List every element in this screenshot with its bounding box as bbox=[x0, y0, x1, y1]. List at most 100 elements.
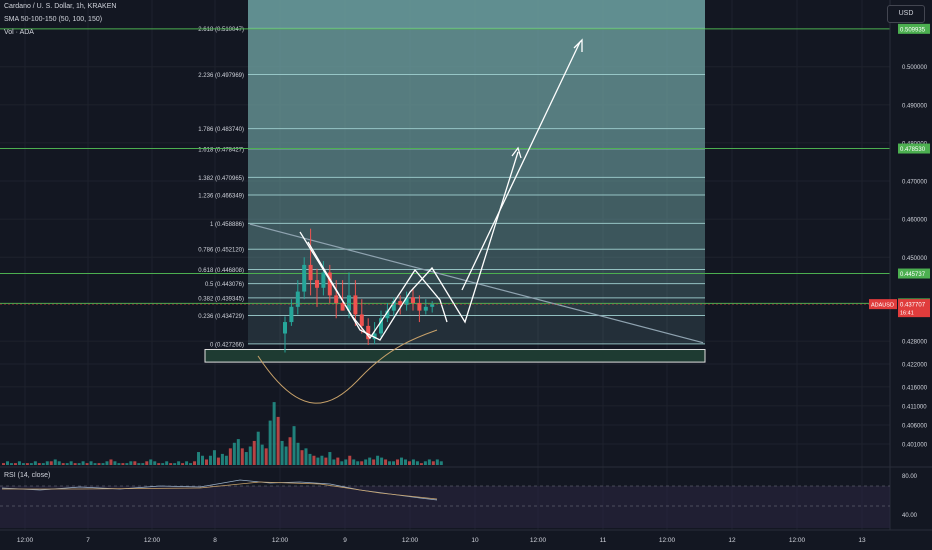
volume-bar bbox=[356, 461, 360, 465]
support-zone-box bbox=[204, 349, 706, 363]
volume-bar bbox=[33, 461, 37, 465]
candle-body bbox=[315, 280, 319, 288]
fib-zone-band bbox=[248, 194, 705, 224]
fib-level-label: 0 (0.427266) bbox=[210, 342, 244, 348]
candle-body bbox=[283, 322, 287, 334]
volume-indicator-label: Vol · ADA bbox=[4, 29, 34, 36]
volume-bar bbox=[272, 402, 276, 465]
fib-level-label: 1.236 (0.466349) bbox=[198, 193, 244, 199]
volume-bar bbox=[41, 463, 45, 465]
rsi-axis-tick-label: 80.00 bbox=[902, 474, 918, 480]
time-axis-tick-label: 10 bbox=[471, 537, 479, 544]
volume-bar bbox=[5, 461, 9, 465]
time-axis-tick-label: 12:00 bbox=[659, 537, 676, 544]
candle-body bbox=[359, 314, 364, 326]
fib-zone-band bbox=[248, 177, 705, 195]
candle-body bbox=[327, 272, 332, 296]
time-axis-tick-label: 12:00 bbox=[530, 537, 547, 544]
volume-bar bbox=[423, 461, 427, 465]
volume-bar bbox=[201, 455, 204, 465]
volume-bar bbox=[216, 457, 220, 465]
current-price-tag bbox=[898, 299, 930, 318]
time-axis-tick-label: 12:00 bbox=[402, 537, 419, 544]
volume-bar bbox=[173, 463, 177, 465]
rsi-ma-line bbox=[2, 481, 438, 500]
volume-bar bbox=[133, 461, 137, 465]
volume-bar bbox=[101, 463, 105, 465]
currency-button[interactable]: USD bbox=[887, 5, 925, 23]
volume-bar bbox=[411, 459, 415, 465]
volume-bar bbox=[181, 463, 185, 465]
volume-bar bbox=[427, 459, 431, 465]
sma-indicator-label: SMA 50-100-150 (50, 100, 150) bbox=[4, 16, 103, 23]
price-tag-label: 0.478530 bbox=[900, 147, 926, 153]
volume-bar bbox=[264, 448, 268, 465]
volume-bar bbox=[57, 461, 61, 465]
volume-bar bbox=[93, 463, 97, 465]
price-tag-label: 0.445737 bbox=[900, 272, 926, 278]
fib-level-label: 1.618 (0.478427) bbox=[198, 147, 244, 153]
projection-zigzag-b bbox=[307, 151, 519, 341]
volume-bar bbox=[308, 453, 312, 465]
rsi-axis-tick-label: 40.00 bbox=[902, 513, 918, 519]
volume-bar bbox=[240, 448, 244, 465]
volume-bar bbox=[228, 448, 232, 465]
candle-body bbox=[404, 297, 409, 305]
current-price-label: 0.437707 bbox=[900, 303, 926, 309]
volume-bar bbox=[208, 455, 212, 465]
volume-bar bbox=[407, 461, 411, 465]
volume-bar bbox=[368, 457, 372, 465]
symbol-tag bbox=[869, 299, 897, 310]
fib-level-label: 0.5 (0.443076) bbox=[205, 282, 244, 288]
volume-bar bbox=[17, 461, 21, 465]
volume-bar bbox=[276, 416, 280, 465]
time-axis-tick-label: 12:00 bbox=[17, 537, 34, 544]
volume-bar bbox=[320, 455, 324, 465]
projection-arrowhead-a bbox=[511, 146, 522, 159]
volume-bar bbox=[268, 420, 272, 465]
time-axis-tick-label: 7 bbox=[86, 537, 90, 544]
candle-body bbox=[340, 303, 345, 311]
candle-body bbox=[385, 310, 390, 319]
time-axis-tick-label: 8 bbox=[213, 537, 217, 544]
volume-bar bbox=[244, 452, 248, 465]
volume-bar bbox=[193, 461, 197, 465]
price-tag bbox=[898, 143, 930, 154]
volume-bar bbox=[61, 463, 65, 465]
time-axis-tick-label: 12:00 bbox=[789, 537, 806, 544]
price-axis-bg bbox=[890, 0, 932, 530]
fib-level-label: 1 (0.458886) bbox=[210, 222, 244, 228]
volume-bar bbox=[292, 426, 296, 465]
volume-bar bbox=[9, 463, 13, 465]
candle-body bbox=[411, 297, 415, 304]
volume-bar bbox=[312, 455, 316, 465]
volume-bar bbox=[388, 461, 392, 465]
volume-bar bbox=[73, 463, 77, 465]
price-axis-tick-label: 0.406000 bbox=[902, 423, 928, 429]
volume-bar bbox=[332, 459, 336, 465]
volume-bar bbox=[324, 457, 328, 465]
volume-bar bbox=[69, 461, 73, 465]
volume-bar bbox=[29, 463, 33, 465]
fib-zone-band bbox=[248, 148, 705, 178]
volume-bar bbox=[252, 440, 256, 465]
volume-bar bbox=[169, 463, 173, 465]
volume-bar bbox=[153, 461, 157, 465]
volume-bar bbox=[137, 463, 141, 465]
candle-body bbox=[347, 295, 351, 311]
price-axis-tick-label: 0.500000 bbox=[902, 65, 928, 71]
volume-bar bbox=[360, 461, 364, 465]
volume-bar bbox=[129, 461, 133, 465]
volume-bar bbox=[45, 461, 49, 465]
volume-bar bbox=[280, 440, 284, 465]
price-axis-tick-label: 0.450000 bbox=[902, 256, 928, 262]
volume-bar bbox=[284, 446, 288, 465]
volume-bar bbox=[81, 461, 85, 465]
volume-bar bbox=[384, 459, 388, 465]
volume-bar bbox=[89, 461, 93, 465]
fib-level-label: 1.786 (0.483740) bbox=[198, 127, 244, 133]
volume-bar bbox=[25, 463, 29, 465]
volume-bar bbox=[165, 461, 169, 465]
volume-bar bbox=[37, 463, 41, 465]
